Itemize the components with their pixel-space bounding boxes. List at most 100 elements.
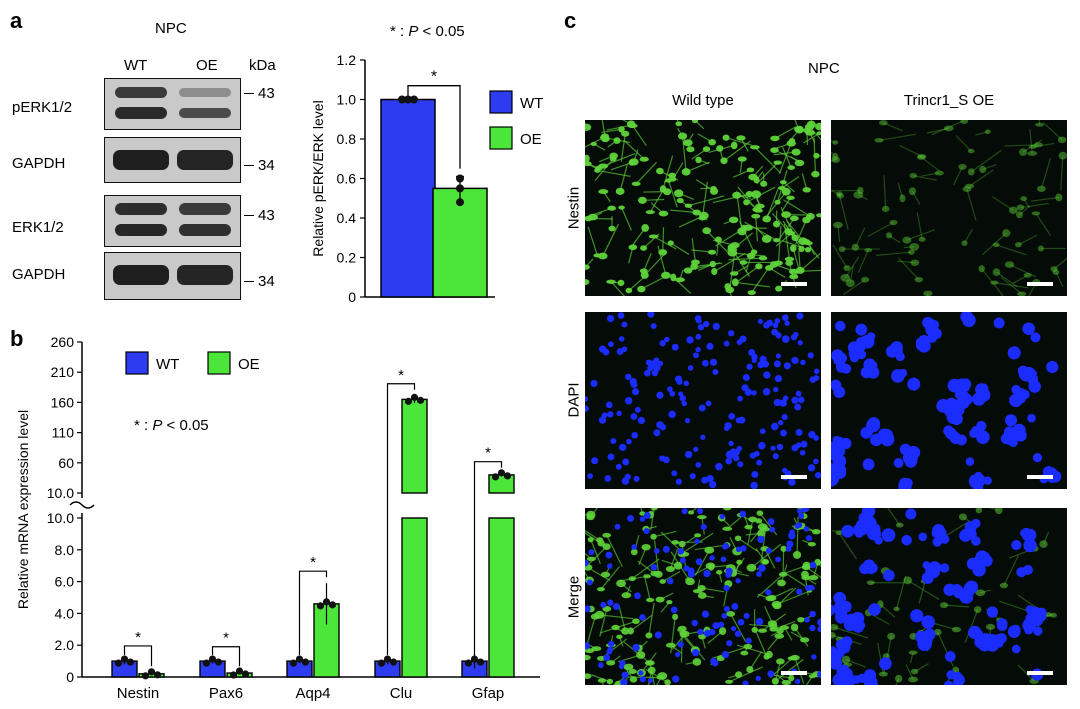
- nucleus: [833, 591, 847, 605]
- y-tick-label: 8.0: [55, 542, 75, 558]
- nestin-cell: [1023, 272, 1032, 278]
- nucleus: [1009, 393, 1023, 408]
- band: [179, 88, 231, 97]
- nestin-cell: [663, 188, 672, 196]
- nucleus: [803, 526, 810, 532]
- nucleus: [796, 588, 803, 595]
- nucleus: [659, 423, 667, 431]
- nestin-cell: [787, 656, 798, 661]
- nestin-cell: [874, 137, 884, 143]
- nucleus: [700, 523, 707, 530]
- nestin-process: [684, 565, 711, 581]
- nestin-cell: [881, 205, 890, 213]
- y-tick-label: 0: [348, 289, 356, 305]
- nestin-cell: [731, 278, 739, 287]
- nucleus: [679, 557, 686, 564]
- bar-oe: [488, 517, 515, 678]
- nucleus: [725, 457, 733, 465]
- nucleus: [757, 535, 765, 544]
- nestin-process: [726, 516, 742, 530]
- nucleus: [841, 524, 855, 538]
- nestin-process: [630, 227, 646, 249]
- nestin-cell: [973, 606, 982, 614]
- nestin-cell: [598, 189, 609, 195]
- nucleus: [681, 400, 688, 407]
- nestin-cell: [740, 224, 748, 233]
- nestin-process: [1029, 129, 1033, 154]
- nucleus: [638, 670, 644, 676]
- nucleus: [796, 312, 804, 320]
- nestin-cell: [597, 252, 608, 260]
- nestin-cell: [761, 558, 770, 565]
- marker-label: 34: [258, 273, 275, 290]
- nestin-process: [1012, 274, 1028, 285]
- nucleus: [717, 621, 725, 628]
- nestin-cell: [692, 209, 702, 216]
- nestin-cell: [887, 632, 896, 640]
- nucleus: [755, 675, 761, 681]
- nucleus: [809, 610, 816, 618]
- nestin-cell: [1050, 266, 1058, 272]
- nucleus: [950, 584, 963, 596]
- nestin-process: [653, 540, 660, 575]
- nestin-cell: [747, 290, 756, 296]
- band: [179, 203, 231, 215]
- nucleus: [587, 473, 594, 479]
- nestin-cell: [878, 671, 888, 677]
- nucleus: [809, 561, 817, 569]
- nestin-cell: [692, 658, 702, 666]
- nucleus: [950, 412, 963, 426]
- nestin-cell: [778, 572, 788, 577]
- y-tick-label: 60: [58, 455, 74, 471]
- nestin-process: [737, 186, 757, 211]
- nestin-process: [794, 657, 805, 684]
- blot-label-gapdh: GAPDH: [12, 266, 66, 283]
- nucleus: [671, 343, 679, 351]
- nestin-cell: [585, 123, 592, 131]
- nestin-process: [621, 207, 632, 231]
- nestin-cell: [683, 139, 693, 147]
- nestin-process: [751, 268, 769, 293]
- nestin-cell: [677, 625, 687, 632]
- nucleus: [606, 648, 613, 655]
- nestin-cell: [793, 550, 802, 559]
- nestin-cell: [1045, 612, 1052, 618]
- data-point: [404, 397, 413, 405]
- nucleus: [624, 397, 633, 405]
- significance-bracket: [407, 85, 461, 169]
- nestin-process: [805, 241, 820, 259]
- band: [179, 224, 231, 236]
- nestin-cell: [621, 130, 630, 137]
- nestin-cell: [638, 196, 647, 204]
- nucleus: [709, 555, 715, 561]
- nestin-cell: [776, 658, 785, 665]
- nestin-cell: [602, 543, 611, 550]
- nestin-process: [587, 566, 611, 582]
- nestin-cell: [628, 668, 637, 674]
- nestin-process: [670, 209, 697, 214]
- nestin-process: [916, 212, 923, 240]
- nucleus: [616, 348, 624, 355]
- nucleus: [857, 621, 866, 630]
- data-point: [120, 655, 129, 663]
- nestin-process: [585, 136, 606, 148]
- nestin-cell: [745, 191, 754, 198]
- nucleus: [631, 388, 640, 396]
- nucleus: [918, 532, 928, 542]
- nucleus: [964, 521, 977, 534]
- nestin-cell: [708, 563, 715, 571]
- nucleus: [773, 360, 781, 368]
- nucleus: [697, 323, 705, 331]
- nucleus: [745, 637, 752, 644]
- nestin-cell: [841, 655, 851, 664]
- x-tick-label: Gfap: [472, 685, 505, 702]
- nestin-cell: [757, 523, 768, 531]
- nestin-process: [602, 223, 620, 257]
- nucleus: [881, 528, 896, 542]
- nucleus: [735, 546, 742, 553]
- nestin-cell: [760, 180, 768, 187]
- nestin-process: [610, 162, 632, 171]
- nucleus: [774, 318, 781, 324]
- nestin-process: [781, 197, 791, 212]
- nestin-process: [735, 281, 771, 288]
